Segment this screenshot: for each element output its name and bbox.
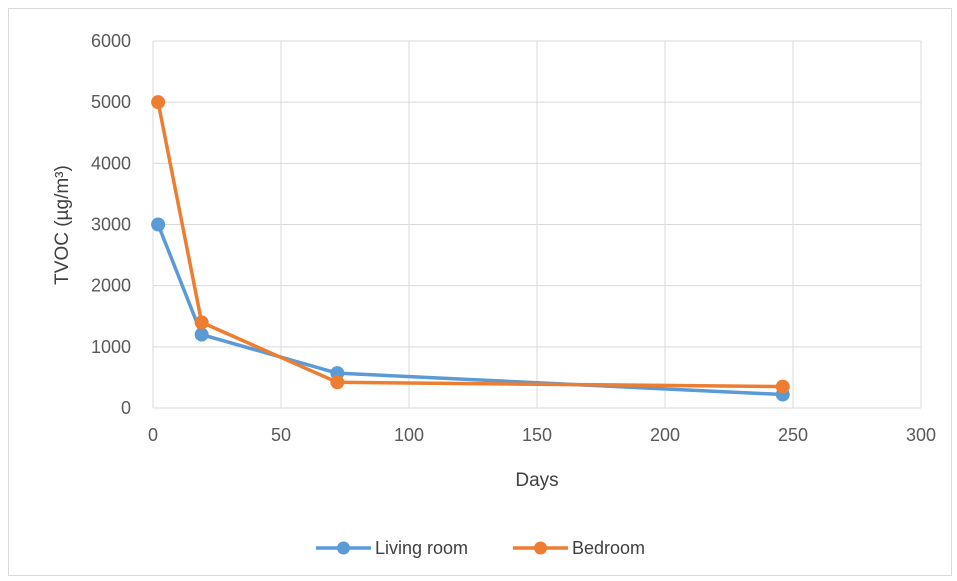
legend-marker	[534, 541, 547, 555]
y-tick-label: 1000	[91, 337, 131, 357]
x-tick-label: 0	[148, 425, 158, 445]
legend-label: Bedroom	[572, 538, 645, 558]
series-group	[151, 95, 790, 402]
y-axis-ticks: 0 1000 2000 3000 4000 5000 6000	[91, 31, 131, 418]
y-axis-title: TVOC (µg/m³)	[52, 165, 73, 285]
legend-item: Bedroom	[513, 538, 645, 558]
x-tick-label: 250	[778, 425, 808, 445]
x-tick-label: 50	[271, 425, 291, 445]
y-tick-label: 2000	[91, 276, 131, 296]
data-point	[330, 375, 345, 390]
data-point	[194, 315, 209, 330]
x-tick-label: 150	[522, 425, 552, 445]
x-axis-ticks: 0 50 100 150 200 250 300	[148, 425, 936, 445]
y-tick-label: 5000	[91, 92, 131, 112]
y-tick-label: 0	[121, 398, 131, 418]
data-point	[151, 217, 166, 232]
legend-item: Living room	[316, 538, 468, 558]
legend-label: Living room	[375, 538, 468, 558]
x-axis-title: Days	[515, 470, 558, 491]
legend: Living room Bedroom	[316, 538, 645, 558]
gridlines	[152, 40, 922, 409]
x-tick-label: 200	[650, 425, 680, 445]
y-tick-label: 6000	[91, 31, 131, 51]
series-line	[156, 101, 783, 389]
data-point	[151, 95, 166, 110]
y-tick-label: 3000	[91, 215, 131, 235]
x-tick-label: 300	[906, 425, 936, 445]
legend-marker	[337, 541, 350, 555]
data-point	[194, 327, 209, 342]
x-tick-label: 100	[394, 425, 424, 445]
series-line	[156, 223, 783, 397]
series-bedroom	[151, 95, 790, 394]
data-point	[775, 379, 790, 394]
y-tick-label: 4000	[91, 153, 131, 173]
series-living-room	[151, 217, 790, 402]
